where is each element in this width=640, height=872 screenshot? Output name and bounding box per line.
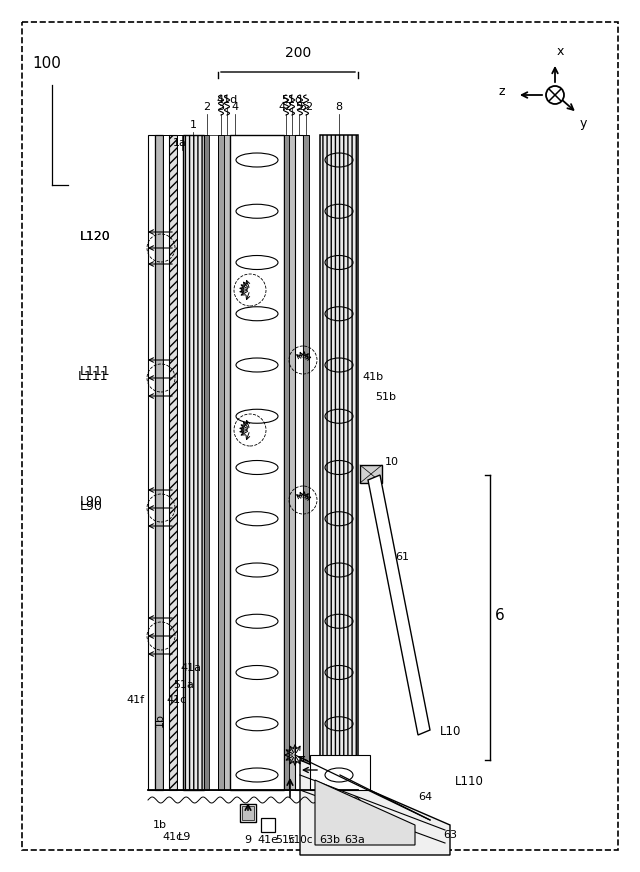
Polygon shape xyxy=(289,135,295,790)
Text: 41c: 41c xyxy=(163,832,183,842)
Text: 51d: 51d xyxy=(282,95,303,105)
Text: 52: 52 xyxy=(299,102,313,112)
Text: 200: 200 xyxy=(285,46,311,60)
Text: L110: L110 xyxy=(455,775,484,788)
Polygon shape xyxy=(230,135,284,790)
Text: 42: 42 xyxy=(279,102,293,112)
Text: 51a: 51a xyxy=(173,680,194,690)
Text: 2: 2 xyxy=(204,102,211,112)
Text: L111: L111 xyxy=(80,365,111,378)
Text: 1a: 1a xyxy=(173,138,187,148)
Text: 5: 5 xyxy=(296,102,303,112)
Polygon shape xyxy=(183,135,204,790)
Text: 3: 3 xyxy=(218,102,225,112)
Text: L111: L111 xyxy=(78,370,109,383)
Text: 41d: 41d xyxy=(216,95,237,105)
Polygon shape xyxy=(360,465,382,483)
Text: L120: L120 xyxy=(80,230,111,243)
Text: 41c: 41c xyxy=(166,695,186,705)
Text: y: y xyxy=(580,117,588,130)
Polygon shape xyxy=(240,804,256,822)
Text: 1: 1 xyxy=(189,120,196,130)
Polygon shape xyxy=(218,135,224,790)
Text: 51b: 51b xyxy=(375,392,396,402)
Text: L90: L90 xyxy=(80,495,103,508)
Text: 10: 10 xyxy=(385,457,399,467)
Text: L9: L9 xyxy=(179,832,192,842)
Text: 61: 61 xyxy=(395,552,409,562)
Text: 63: 63 xyxy=(443,830,457,840)
Text: 9: 9 xyxy=(244,835,252,845)
Text: 64: 64 xyxy=(418,792,432,802)
Polygon shape xyxy=(224,135,230,790)
Text: 1b: 1b xyxy=(155,713,165,727)
Text: 1b: 1b xyxy=(153,820,167,830)
Text: z: z xyxy=(499,85,505,99)
Text: 63a: 63a xyxy=(344,835,365,845)
Text: 41a: 41a xyxy=(180,663,201,673)
Polygon shape xyxy=(148,135,155,790)
Text: x: x xyxy=(557,45,564,58)
Text: L120: L120 xyxy=(80,230,111,243)
Polygon shape xyxy=(320,135,358,790)
Polygon shape xyxy=(155,135,163,790)
Polygon shape xyxy=(284,135,289,790)
Polygon shape xyxy=(310,755,370,790)
Text: 100: 100 xyxy=(32,56,61,71)
Polygon shape xyxy=(242,806,254,820)
Text: 51c: 51c xyxy=(275,835,295,845)
Text: 41e: 41e xyxy=(257,835,278,845)
Polygon shape xyxy=(169,135,177,790)
Text: 41b: 41b xyxy=(362,372,383,382)
Polygon shape xyxy=(368,475,430,735)
Text: 6: 6 xyxy=(495,608,505,623)
Text: 510c: 510c xyxy=(287,835,313,845)
Polygon shape xyxy=(209,135,218,790)
Text: 4: 4 xyxy=(232,102,239,112)
Polygon shape xyxy=(163,135,169,790)
Polygon shape xyxy=(303,135,309,790)
Polygon shape xyxy=(300,760,450,855)
Text: 63b: 63b xyxy=(319,835,340,845)
Text: L90: L90 xyxy=(80,500,103,513)
Polygon shape xyxy=(261,818,275,832)
Text: L10: L10 xyxy=(440,725,461,738)
Polygon shape xyxy=(204,135,209,790)
Text: 41f: 41f xyxy=(127,695,145,705)
Polygon shape xyxy=(315,780,415,845)
Polygon shape xyxy=(177,135,183,790)
Text: 8: 8 xyxy=(335,102,342,112)
Polygon shape xyxy=(295,135,303,790)
